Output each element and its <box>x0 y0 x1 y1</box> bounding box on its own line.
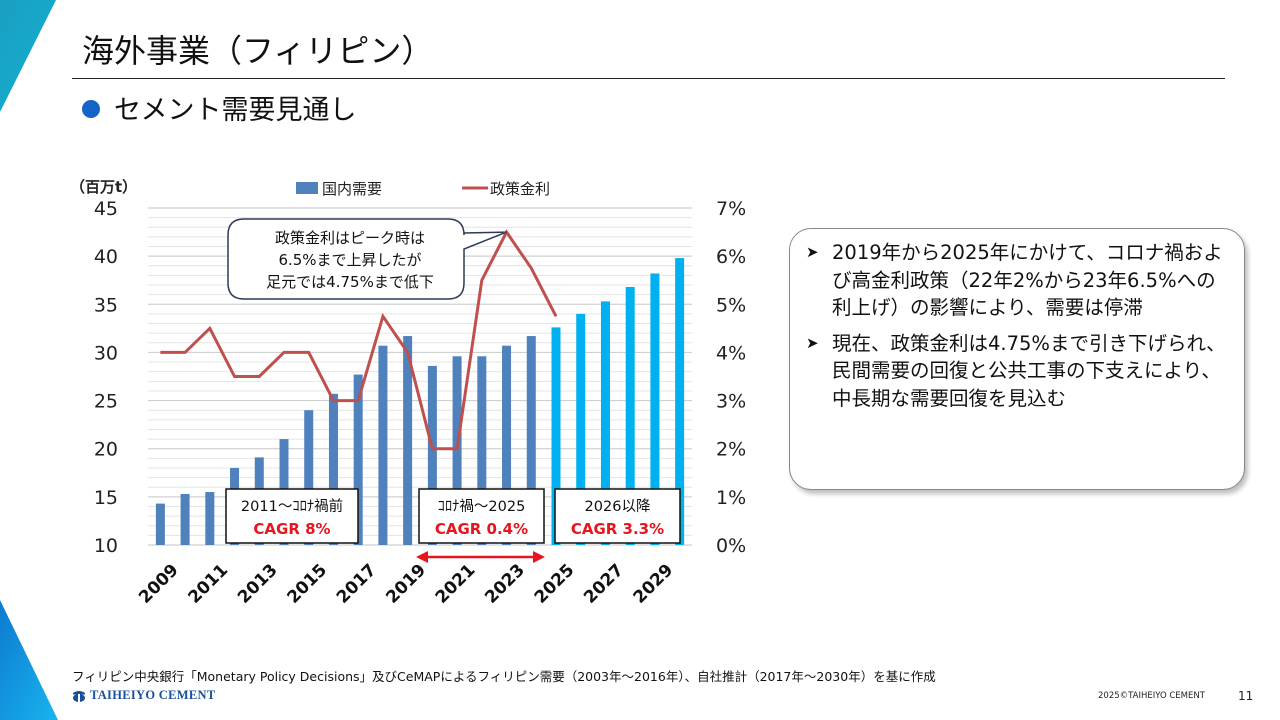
y-right-tick-label: 1% <box>716 487 746 509</box>
y-axis-unit-label: （百万t） <box>70 178 137 196</box>
bar-2026 <box>576 313 586 545</box>
y-left-tick-label: 20 <box>94 439 118 461</box>
x-tick-label: 2017 <box>333 560 381 608</box>
bar-2021 <box>452 356 462 545</box>
callout-box <box>227 218 507 300</box>
source-note: フィリピン中央銀行「Monetary Policy Decisions」及びCe… <box>72 669 936 684</box>
callout-text-line: 足元では4.75%まで低下 <box>266 273 434 291</box>
y-left-tick-label: 35 <box>94 294 118 316</box>
section-heading-text: セメント需要見通し <box>114 95 357 126</box>
bar-2028 <box>625 286 635 545</box>
callout-text-line: 政策金利はピーク時は <box>275 229 425 247</box>
bar-2016 <box>328 393 338 545</box>
y-left-tick-label: 10 <box>94 535 118 557</box>
decorative-corner-bottom <box>0 600 58 720</box>
x-tick-label: 2019 <box>382 560 430 608</box>
y-right-tick-label: 3% <box>716 391 746 413</box>
callout-text-line: 6.5%まで上昇したが <box>278 251 421 269</box>
cagr-value: CAGR 0.4% <box>435 520 528 538</box>
x-tick-label: 2015 <box>283 560 331 608</box>
commentary-text: 現在、政策金利は4.75%まで引き下げられ、民間需要の回復と公共工事の下支えによ… <box>832 331 1226 410</box>
cagr-period-label: ｺﾛﾅ禍～2025 <box>438 498 526 515</box>
y-right-tick-label: 2% <box>716 439 746 461</box>
bar-2029 <box>650 273 660 545</box>
page-number: 11 <box>1238 689 1254 703</box>
cagr-value: CAGR 3.3% <box>571 520 664 538</box>
y-right-tick-label: 0% <box>716 535 746 557</box>
y-left-tick-label: 30 <box>94 342 118 364</box>
commentary-text: 2019年から2025年にかけて、コロナ禍および高金利政策（22年2%から23年… <box>832 241 1223 319</box>
decorative-corner-top <box>0 0 56 112</box>
bar-2009 <box>155 503 165 545</box>
logo-mark-icon <box>73 690 85 702</box>
bar-2019 <box>403 336 413 545</box>
policy-rate-line <box>160 229 558 451</box>
cement-demand-chart: 45403530252015107%6%5%4%3%2%1%0%（百万t）200… <box>70 178 746 608</box>
legend-swatch-demand <box>296 182 318 194</box>
arrow-bullet-icon: ➤ <box>806 243 819 261</box>
x-tick-label: 2025 <box>531 560 579 608</box>
bar-2024 <box>526 336 536 545</box>
bar-2011 <box>205 492 215 545</box>
title-divider <box>72 78 1225 79</box>
x-tick-label: 2029 <box>630 560 678 608</box>
x-tick-label: 2021 <box>432 560 480 608</box>
x-tick-label: 2011 <box>185 560 233 608</box>
cagr-box <box>225 488 359 544</box>
bar-2025 <box>551 327 561 545</box>
commentary-box: ➤ 2019年から2025年にかけて、コロナ禍および高金利政策（22年2%から2… <box>789 228 1245 490</box>
company-logo: TAIHEIYO CEMENT <box>72 688 215 703</box>
commentary-item: ➤ 2019年から2025年にかけて、コロナ禍および高金利政策（22年2%から2… <box>806 239 1230 322</box>
cagr-period-label: 2026以降 <box>585 498 651 515</box>
commentary-item: ➤ 現在、政策金利は4.75%まで引き下げられ、民間需要の回復と公共工事の下支え… <box>806 330 1230 413</box>
bar-2027 <box>600 301 610 545</box>
range-arrow-left-head <box>416 551 428 563</box>
y-right-tick-label: 6% <box>716 246 746 268</box>
x-tick-label: 2009 <box>135 560 183 608</box>
page-title: 海外事業（フィリピン） <box>82 32 434 70</box>
cagr-box <box>554 488 681 544</box>
cagr-period-label: 2011～ｺﾛﾅ禍前 <box>241 498 343 515</box>
bar-2018 <box>378 345 388 545</box>
bar-2010 <box>180 493 190 545</box>
range-arrow-right-head <box>533 551 545 563</box>
legend-label-demand: 国内需要 <box>322 180 382 198</box>
bar-2015 <box>304 410 314 545</box>
y-right-tick-label: 5% <box>716 294 746 316</box>
bullet-dot-icon <box>82 99 100 118</box>
y-left-tick-label: 25 <box>94 391 118 413</box>
bar-2017 <box>353 374 363 545</box>
bar-2022 <box>477 356 487 545</box>
bar-2020 <box>427 365 437 545</box>
bar-2030 <box>675 258 685 545</box>
legend-label-rate: 政策金利 <box>490 180 550 198</box>
y-right-tick-label: 4% <box>716 342 746 364</box>
y-left-tick-label: 15 <box>94 487 118 509</box>
cagr-box <box>418 488 545 544</box>
x-tick-label: 2023 <box>481 560 529 608</box>
section-heading: セメント需要見通し <box>82 88 356 127</box>
y-left-tick-label: 40 <box>94 246 118 268</box>
logo-text: TAIHEIYO CEMENT <box>90 688 216 702</box>
x-tick-label: 2013 <box>234 560 282 608</box>
bar-2023 <box>502 345 512 545</box>
x-tick-label: 2027 <box>580 560 628 608</box>
arrow-bullet-icon: ➤ <box>806 333 819 352</box>
y-left-tick-label: 45 <box>94 198 118 220</box>
y-right-tick-label: 7% <box>716 198 746 220</box>
copyright: 2025©TAIHEIYO CEMENT <box>1098 691 1205 701</box>
cagr-value: CAGR 8% <box>253 520 330 538</box>
